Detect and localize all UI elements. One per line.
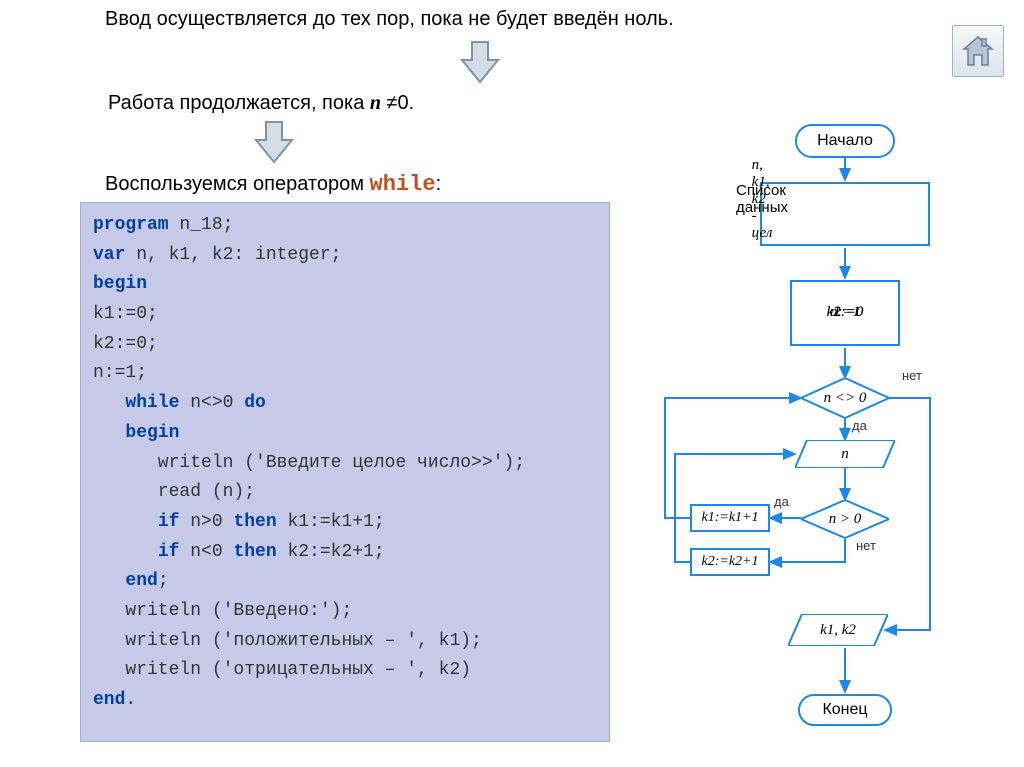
- flow-output-label: k1, k2: [820, 622, 856, 639]
- heading-3: Воспользуемся оператором while:: [105, 172, 441, 197]
- flow-datalist: Список данных n, k1, k2 - цел: [760, 182, 930, 246]
- flow-start-label: Начало: [817, 132, 873, 150]
- code-line: while n<>0 do: [93, 389, 597, 419]
- code-line: end.: [93, 686, 597, 716]
- flow-cond2-yes: да: [774, 494, 789, 509]
- heading-2-b: ≠0.: [381, 92, 414, 114]
- code-line: if n<0 then k2:=k2+1;: [93, 538, 597, 568]
- code-line: begin: [93, 419, 597, 449]
- heading-3-a: Воспользуемся оператором: [105, 173, 370, 195]
- flow-end-label: Конец: [822, 701, 867, 719]
- code-line: writeln ('Введите целое число>>');: [93, 449, 597, 479]
- heading-3-while: while: [370, 172, 436, 197]
- heading-2-n: n: [370, 92, 381, 114]
- flow-cond1: n <> 0: [801, 378, 889, 418]
- code-line: writeln ('положительных – ', k1);: [93, 627, 597, 657]
- flow-cond1-label: n <> 0: [824, 390, 867, 407]
- flow-inc-k1-label: k1:=k1+1: [702, 510, 759, 526]
- code-line: k2:=0;: [93, 330, 597, 360]
- down-arrow-1-icon: [456, 38, 496, 78]
- flow-start: Начало: [795, 124, 895, 158]
- flow-inc-k2: k2:=k2+1: [690, 548, 770, 576]
- flow-init: k1:=0 k2:=0 n:=1: [790, 280, 900, 346]
- down-arrow-2-icon: [250, 118, 290, 158]
- flow-inc-k1: k1:=k1+1: [690, 504, 770, 532]
- code-line: begin: [93, 270, 597, 300]
- flow-input-n: n: [795, 440, 895, 468]
- flow-init-l3: n:=1: [830, 303, 860, 323]
- heading-1: Ввод осуществляется до тех пор, пока не …: [105, 8, 674, 31]
- home-button[interactable]: [952, 25, 1004, 77]
- flow-cond2: n > 0: [801, 500, 889, 538]
- code-line: var n, k1, k2: integer;: [93, 241, 597, 271]
- flow-cond2-label: n > 0: [829, 511, 862, 528]
- flow-inc-k2-label: k2:=k2+1: [702, 554, 759, 570]
- heading-3-b: :: [436, 173, 442, 195]
- flow-cond2-no: нет: [856, 538, 876, 553]
- code-line: writeln ('Введено:');: [93, 597, 597, 627]
- heading-2: Работа продолжается, пока n ≠0.: [108, 92, 414, 115]
- code-line: program n_18;: [93, 211, 597, 241]
- code-block: program n_18; var n, k1, k2: integer; be…: [80, 202, 610, 742]
- code-line: writeln ('отрицательных – ', k2): [93, 656, 597, 686]
- code-line: if n>0 then k1:=k1+1;: [93, 508, 597, 538]
- code-line: end;: [93, 567, 597, 597]
- flowchart: Начало Список данных n, k1, k2 - цел k1:…: [680, 100, 1010, 760]
- code-line: k1:=0;: [93, 300, 597, 330]
- home-icon: [958, 31, 998, 71]
- flow-input-n-label: n: [841, 446, 849, 463]
- flow-cond1-no: нет: [902, 368, 922, 383]
- code-line: n:=1;: [93, 359, 597, 389]
- code-line: read (n);: [93, 478, 597, 508]
- flow-output: k1, k2: [788, 614, 888, 646]
- flow-cond1-yes: да: [852, 418, 867, 433]
- heading-2-a: Работа продолжается, пока: [108, 92, 370, 114]
- flow-datalist-body: n, k1, k2 - цел: [752, 157, 773, 242]
- flow-end: Конец: [798, 694, 892, 726]
